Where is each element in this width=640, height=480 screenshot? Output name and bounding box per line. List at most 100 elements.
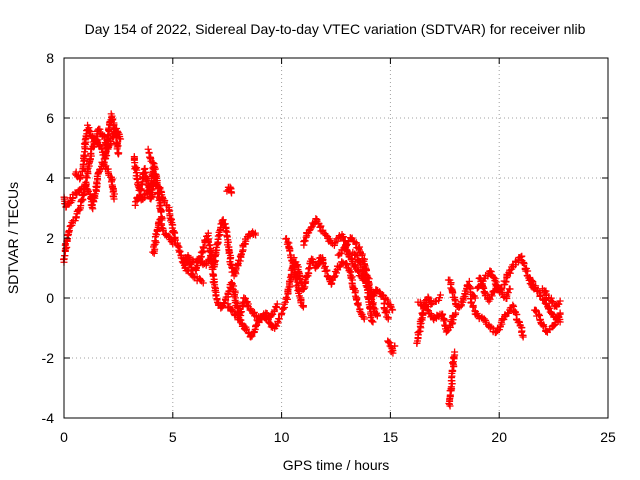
data-point xyxy=(391,342,399,350)
data-point xyxy=(228,189,236,197)
data-point xyxy=(159,226,167,234)
data-point xyxy=(488,292,496,300)
data-point xyxy=(352,295,360,303)
data-point xyxy=(214,232,222,240)
data-point xyxy=(248,332,256,340)
data-point xyxy=(549,298,557,306)
data-point xyxy=(156,216,164,224)
data-point xyxy=(509,301,517,309)
data-point xyxy=(448,359,456,367)
data-point xyxy=(362,282,370,290)
data-point xyxy=(98,145,106,153)
data-point xyxy=(551,319,559,327)
data-point xyxy=(151,165,159,173)
data-point xyxy=(206,248,214,256)
y-tick-label: 6 xyxy=(46,110,54,126)
data-point xyxy=(502,277,510,285)
data-point xyxy=(468,298,476,306)
y-tick-label: 8 xyxy=(46,50,54,66)
data-point xyxy=(352,240,360,248)
data-point xyxy=(187,260,195,268)
data-point xyxy=(117,135,125,143)
data-point xyxy=(140,165,148,173)
data-point xyxy=(240,294,248,302)
data-point xyxy=(222,227,230,235)
data-point xyxy=(286,247,294,255)
data-point xyxy=(107,178,115,186)
y-tick-label: 2 xyxy=(46,230,54,246)
data-point xyxy=(440,315,448,323)
data-point xyxy=(273,300,281,308)
data-point xyxy=(114,142,122,150)
data-point xyxy=(535,310,543,318)
data-point xyxy=(169,240,177,248)
data-point xyxy=(436,291,444,299)
data-point xyxy=(176,247,184,255)
data-point xyxy=(387,348,395,356)
data-point xyxy=(452,309,460,317)
data-point xyxy=(555,300,563,308)
data-point xyxy=(378,291,386,299)
data-point xyxy=(212,291,220,299)
axis-ticks: 0 5 10 15 20 25 -4 -2 0 2 4 6 8 xyxy=(42,50,616,445)
data-point xyxy=(199,261,207,269)
y-tick-label: 4 xyxy=(46,170,54,186)
data-point xyxy=(451,295,459,303)
data-point xyxy=(330,273,338,281)
data-point xyxy=(243,302,251,310)
data-point xyxy=(109,116,117,124)
x-tick-label: 5 xyxy=(169,429,177,445)
y-axis-label: SDTVAR / TECUs xyxy=(5,182,21,294)
data-point xyxy=(389,306,397,314)
data-point xyxy=(279,305,287,313)
data-point xyxy=(76,171,84,179)
x-axis-label: GPS time / hours xyxy=(283,457,390,473)
x-tick-label: 0 xyxy=(60,429,68,445)
x-tick-label: 25 xyxy=(600,429,616,445)
data-point xyxy=(153,227,161,235)
data-point xyxy=(515,318,523,326)
data-point xyxy=(301,237,309,245)
data-point xyxy=(85,126,93,134)
data-point xyxy=(492,281,500,289)
data-point xyxy=(227,254,235,262)
y-tick-label: -4 xyxy=(42,410,55,426)
data-point xyxy=(556,297,564,305)
data-point xyxy=(518,328,526,336)
data-point xyxy=(439,310,447,318)
data-point xyxy=(343,242,351,250)
data-point xyxy=(282,293,290,301)
data-point xyxy=(200,243,208,251)
data-point xyxy=(480,315,488,323)
data-points xyxy=(60,110,564,410)
data-point xyxy=(206,252,214,260)
data-point xyxy=(556,309,564,317)
data-point xyxy=(110,195,118,203)
data-point xyxy=(360,315,368,323)
data-point xyxy=(540,323,548,331)
data-point xyxy=(113,145,121,153)
data-point xyxy=(352,251,360,259)
data-point xyxy=(384,315,392,323)
data-point xyxy=(182,254,190,262)
data-point xyxy=(477,278,485,286)
data-point xyxy=(338,258,346,266)
data-point xyxy=(88,201,96,209)
data-point xyxy=(101,135,109,143)
x-tick-label: 20 xyxy=(491,429,507,445)
data-point xyxy=(92,135,100,143)
data-point xyxy=(389,347,397,355)
data-point xyxy=(299,303,307,311)
data-point xyxy=(199,279,207,287)
data-point xyxy=(369,318,377,326)
data-point xyxy=(251,231,259,239)
data-point xyxy=(105,125,113,133)
data-point xyxy=(83,174,91,182)
data-point xyxy=(473,284,481,292)
data-point xyxy=(366,304,374,312)
data-point xyxy=(84,186,92,194)
data-point xyxy=(356,306,364,314)
data-point xyxy=(448,366,456,374)
x-tick-label: 10 xyxy=(274,429,290,445)
